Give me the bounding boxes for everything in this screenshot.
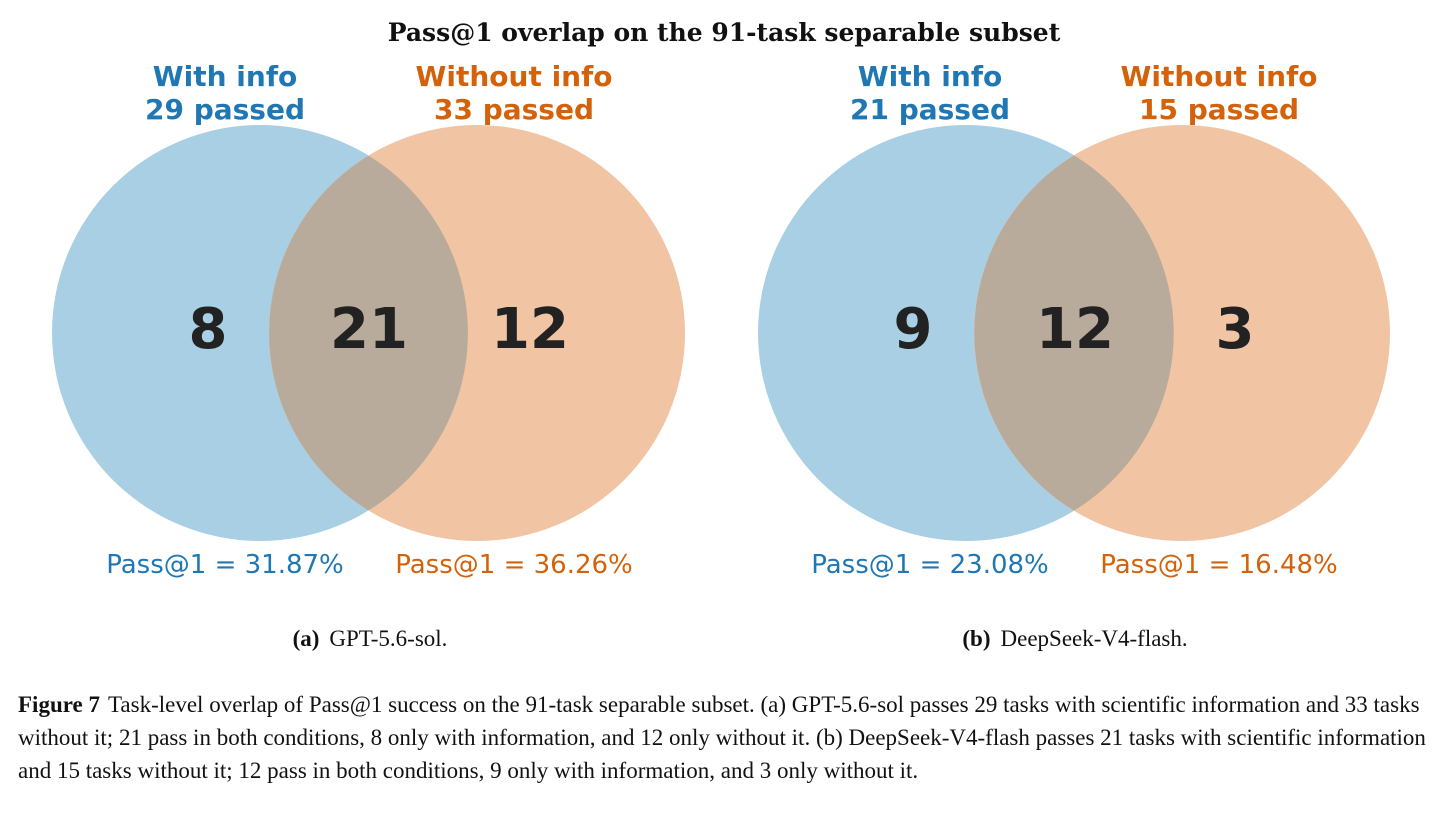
set-size-with-info: 29 passed — [145, 93, 305, 126]
figure-title: Pass@1 overlap on the 91-task separable … — [387, 18, 1061, 47]
region-both-count: 21 — [330, 297, 408, 362]
rate-without-info: Pass@1 = 36.26% — [395, 550, 633, 580]
region-only-without-count: 3 — [1216, 297, 1255, 362]
venn-panel-b: With info 21 passed Without info 15 pass… — [758, 60, 1390, 580]
set-size-without-info: 33 passed — [434, 93, 594, 126]
region-only-with-count: 8 — [189, 297, 228, 362]
caption-label: Figure 7 — [18, 692, 100, 717]
region-only-with-count: 9 — [894, 297, 933, 362]
set-size-without-info: 15 passed — [1139, 93, 1299, 126]
region-both-count: 12 — [1036, 297, 1114, 362]
venn-panel-a: With info 29 passed Without info 33 pass… — [52, 60, 685, 580]
rate-with-info: Pass@1 = 31.87% — [106, 550, 344, 580]
set-label-with-info: With info — [153, 60, 298, 93]
overlap-region — [974, 155, 1174, 511]
subcaption-b: (b) DeepSeek-V4-flash. — [925, 626, 1225, 652]
set-label-with-info: With info — [858, 60, 1003, 93]
region-only-without-count: 12 — [491, 297, 569, 362]
venn-diagrams: With info 29 passed Without info 33 pass… — [52, 60, 1390, 580]
subcaption-text: GPT-5.6-sol. — [329, 626, 448, 651]
subcaption-a: (a) GPT-5.6-sol. — [220, 626, 520, 652]
caption-text: Task-level overlap of Pass@1 success on … — [18, 692, 1426, 783]
set-size-with-info: 21 passed — [850, 93, 1010, 126]
rate-without-info: Pass@1 = 16.48% — [1100, 550, 1338, 580]
set-label-without-info: Without info — [415, 60, 612, 93]
subcaption-tag: (b) — [962, 626, 991, 651]
figure-caption: Figure 7 Task-level overlap of Pass@1 suc… — [18, 688, 1433, 787]
set-label-without-info: Without info — [1120, 60, 1317, 93]
rate-with-info: Pass@1 = 23.08% — [811, 550, 1049, 580]
subcaption-tag: (a) — [292, 626, 320, 651]
subcaption-text: DeepSeek-V4-flash. — [1000, 626, 1188, 651]
overlap-region — [269, 155, 468, 511]
